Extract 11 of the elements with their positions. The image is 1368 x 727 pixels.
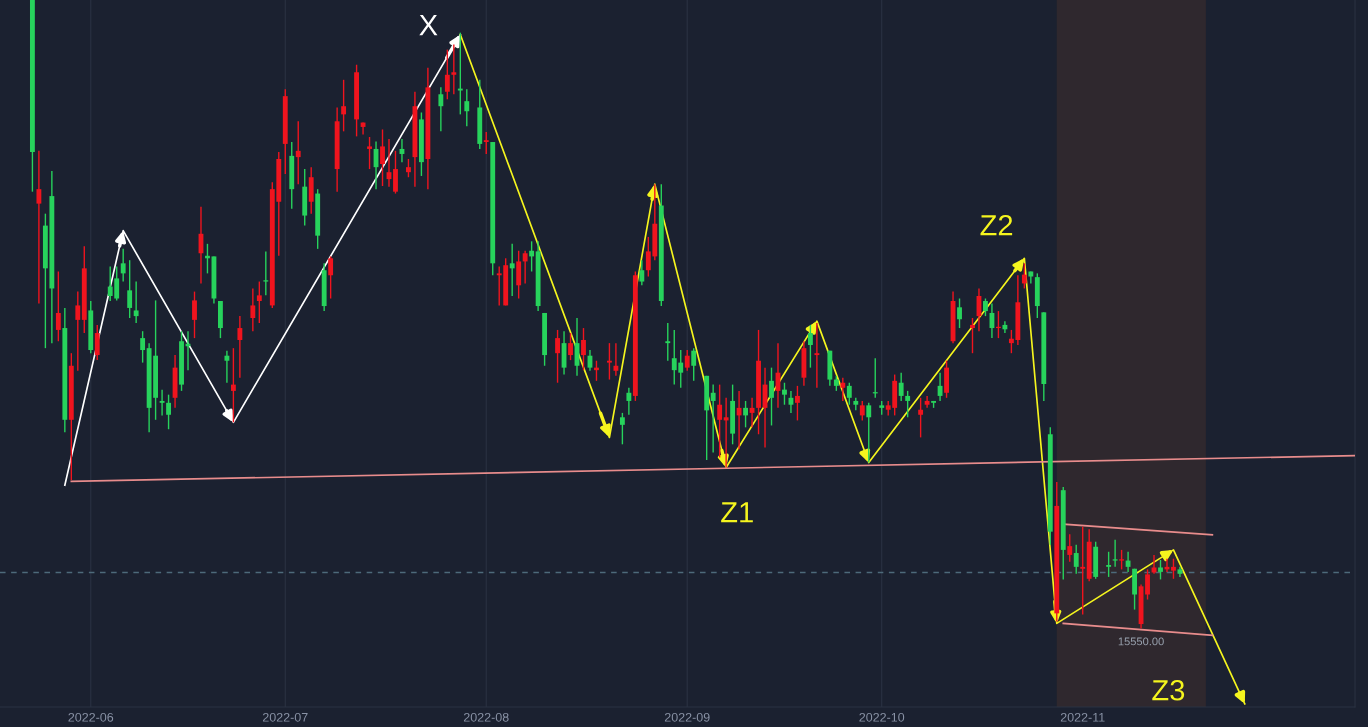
annotation: Z3	[1152, 679, 1185, 701]
x-tick-label: 2022-11	[1060, 712, 1105, 722]
annotation: 15550.00	[1118, 637, 1164, 646]
x-tick-label: 2022-07	[262, 712, 308, 722]
annotation: X	[419, 15, 438, 36]
annotation: Z2	[980, 214, 1013, 236]
x-tick-label: 2022-10	[859, 712, 905, 722]
x-tick-label: 2022-06	[68, 712, 114, 722]
x-tick-label: 2022-09	[664, 712, 710, 722]
annotation: Z1	[721, 502, 753, 523]
x-tick-label: 2022-08	[463, 712, 509, 722]
